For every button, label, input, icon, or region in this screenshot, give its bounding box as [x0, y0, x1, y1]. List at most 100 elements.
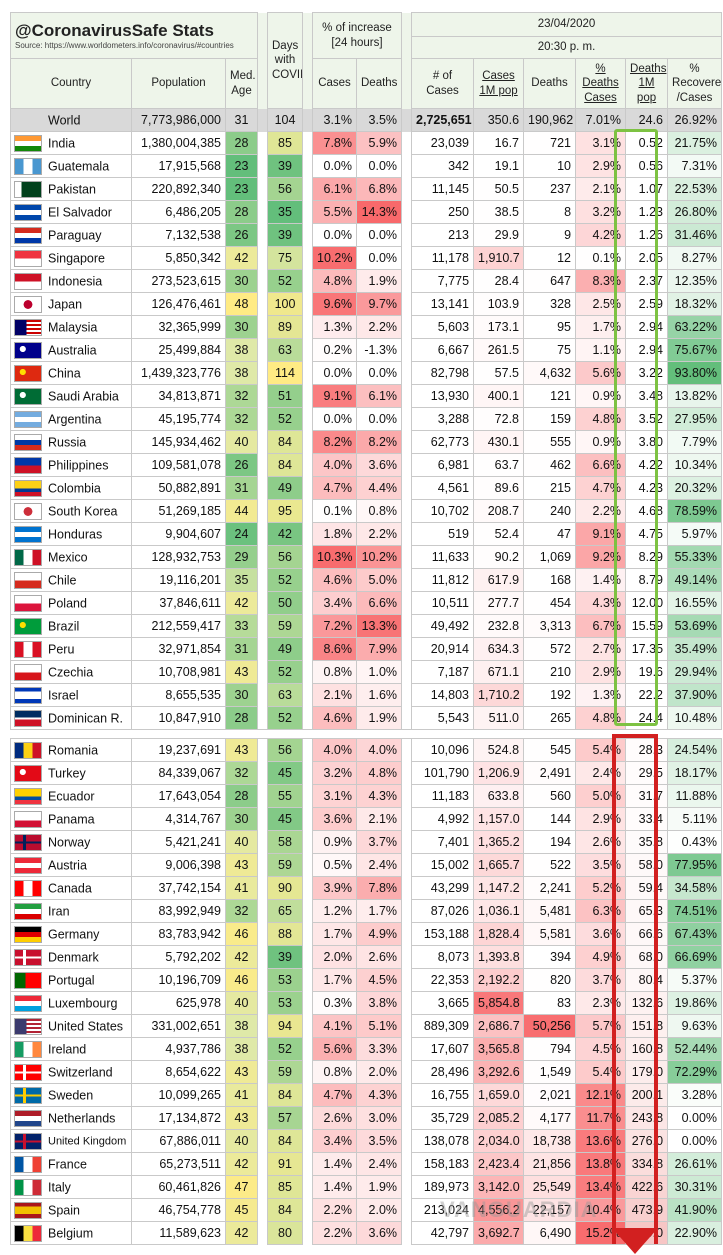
recovered-cell: 12.35%: [667, 269, 723, 293]
country-cell: Turkey: [10, 761, 132, 785]
country-name: Canada: [48, 881, 92, 895]
country-cell: Dominican R.: [10, 706, 132, 730]
cases-cell: 5,603: [411, 315, 475, 339]
inc-deaths-cell: 3.3%: [355, 1037, 403, 1061]
inc-cases-cell: 2.0%: [312, 945, 357, 969]
inc-deaths-cell: 6.8%: [355, 177, 403, 201]
med-age-cell: 40: [225, 1129, 258, 1153]
inc-cases-cell: 2.2%: [312, 1221, 357, 1245]
flag-icon: [14, 502, 42, 520]
inc-cases-cell: 4.7%: [312, 1083, 357, 1107]
cases-1m-cell: 430.1: [473, 430, 525, 454]
cases-cell: 5,543: [411, 706, 475, 730]
days-header: Days with COVID: [267, 12, 303, 109]
country-cell: Guatemala: [10, 154, 132, 178]
population-cell: 331,002,651: [131, 1014, 226, 1038]
inc-deaths-cell: 1.9%: [355, 1175, 403, 1199]
date-time-block: 23/04/2020 20:30 p. m.: [411, 12, 723, 59]
population-header: Population: [131, 58, 226, 109]
flag-icon: [14, 971, 42, 989]
cases-cell: 42,797: [411, 1221, 475, 1245]
world-deaths: 190,962: [523, 108, 577, 132]
recovered-header: % Recovered /Cases: [667, 58, 723, 109]
recovered-cell: 52.44%: [667, 1037, 723, 1061]
flag-icon: [14, 180, 42, 198]
country-cell: Germany: [10, 922, 132, 946]
cases-1m-cell: 634.3: [473, 637, 525, 661]
cases-1m-cell: 173.1: [473, 315, 525, 339]
med-age-cell: 43: [225, 660, 258, 684]
country-name: Pakistan: [48, 182, 96, 196]
country-cell: China: [10, 361, 132, 385]
flag-icon: [14, 479, 42, 497]
inc-deaths-cell: 4.3%: [355, 784, 403, 808]
column-header-row: Country Population Med. Age Cases Deaths…: [10, 58, 723, 109]
world-population: 7,773,986,000: [131, 108, 226, 132]
med-age-cell: 28: [225, 200, 258, 224]
country-name: Honduras: [48, 527, 103, 541]
cases-1m-cell: 232.8: [473, 614, 525, 638]
days-cell: 56: [267, 177, 303, 201]
inc-deaths-cell: 1.6%: [355, 683, 403, 707]
recovered-cell: 0.00%: [667, 1129, 723, 1153]
deaths-cell: 95: [523, 315, 577, 339]
recovered-cell: 18.32%: [667, 292, 723, 316]
recovered-cell: 93.80%: [667, 361, 723, 385]
med-age-cell: 30: [225, 807, 258, 831]
inc-deaths-cell: 3.6%: [355, 1221, 403, 1245]
cases-cell: 250: [411, 200, 475, 224]
flag-icon: [14, 787, 42, 805]
pct-deaths-cell: 5.6%: [575, 361, 627, 385]
days-cell: 91: [267, 1152, 303, 1176]
low-deaths-highlight: [614, 129, 658, 726]
med-age-cell: 41: [225, 1083, 258, 1107]
country-name: Switzerland: [48, 1065, 113, 1079]
inc-deaths-cell: 3.5%: [355, 1129, 403, 1153]
inc-cases-cell: 0.0%: [312, 154, 357, 178]
deaths-cell: 820: [523, 968, 577, 992]
country-cell: Poland: [10, 591, 132, 615]
recovered-cell: 7.79%: [667, 430, 723, 454]
table-row: Paraguay 7,132,538 26 39 0.0% 0.0% 213 29.9 9 4.2…: [10, 223, 723, 247]
country-name: Italy: [48, 1180, 71, 1194]
recovered-cell: 30.31%: [667, 1175, 723, 1199]
med-age-cell: 32: [225, 899, 258, 923]
deaths-cell: 572: [523, 637, 577, 661]
flag-icon: [14, 341, 42, 359]
inc-deaths-cell: 2.4%: [355, 853, 403, 877]
inc-deaths-cell: 0.8%: [355, 499, 403, 523]
flag-icon: [14, 1155, 42, 1173]
country-name: Austria: [48, 858, 87, 872]
population-cell: 10,196,709: [131, 968, 226, 992]
deaths-cell: 721: [523, 131, 577, 155]
flag-icon: [14, 902, 42, 920]
country-cell: Israel: [10, 683, 132, 707]
deaths-cell: 192: [523, 683, 577, 707]
country-name: France: [48, 1157, 87, 1171]
days-cell: 59: [267, 1060, 303, 1084]
cases-1m-cell: 1,665.7: [473, 853, 525, 877]
table-row: Iran 83,992,949 32 65 1.2% 1.7% 87,026 1,036.1 5…: [10, 899, 723, 923]
days-cell: 94: [267, 1014, 303, 1038]
time-label: 20:30 p. m.: [412, 35, 721, 54]
recovered-cell: 53.69%: [667, 614, 723, 638]
recovered-cell: 16.55%: [667, 591, 723, 615]
deaths-cell: 454: [523, 591, 577, 615]
deaths-cell: 3,313: [523, 614, 577, 638]
med-age-cell: 43: [225, 1106, 258, 1130]
cases-cell: 153,188: [411, 922, 475, 946]
flag-icon: [14, 249, 42, 267]
days-cell: 56: [267, 545, 303, 569]
population-cell: 65,273,511: [131, 1152, 226, 1176]
cases-cell: 16,755: [411, 1083, 475, 1107]
inc-cases-cell: 9.1%: [312, 384, 357, 408]
population-cell: 84,339,067: [131, 761, 226, 785]
cases-cell: 213: [411, 223, 475, 247]
country-name: Netherlands: [48, 1111, 116, 1125]
cases-cell: 11,183: [411, 784, 475, 808]
country-cell: Austria: [10, 853, 132, 877]
flag-icon: [14, 1040, 42, 1058]
med-age-cell: 46: [225, 922, 258, 946]
country-name: Mexico: [48, 550, 88, 564]
country-name: Singapore: [48, 251, 105, 265]
